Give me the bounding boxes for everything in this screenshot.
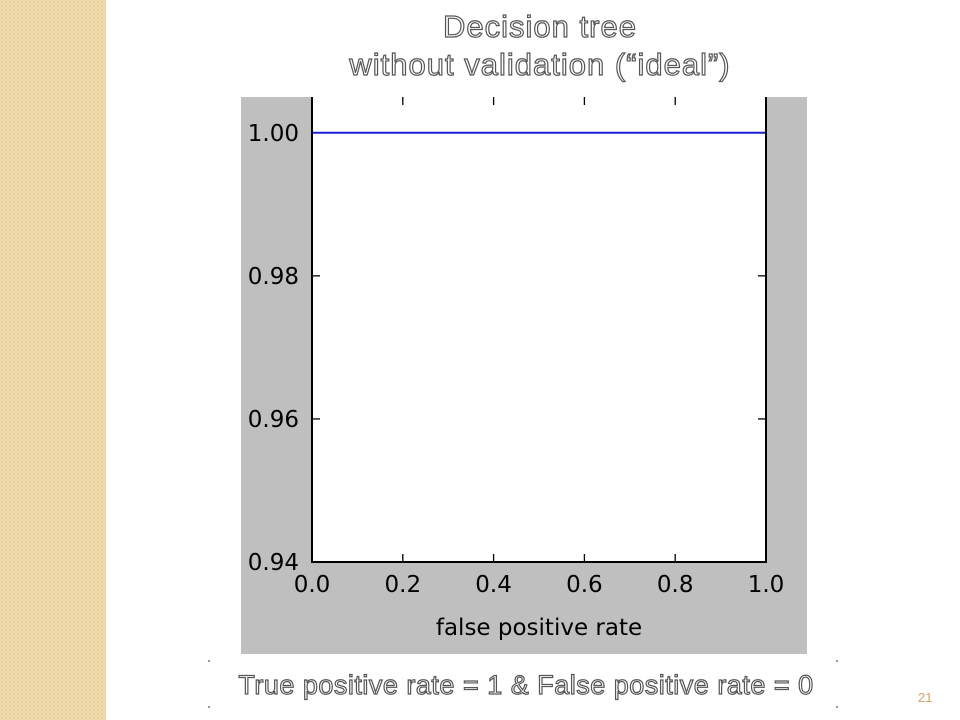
page-number: 21 xyxy=(918,690,933,705)
x-tick-label: 0.8 xyxy=(657,572,694,598)
axes-background xyxy=(312,97,766,562)
text-box-handle xyxy=(208,706,210,708)
x-tick-label: 0.2 xyxy=(385,572,422,598)
slide-caption: True positive rate = 1 & False positive … xyxy=(238,669,814,700)
x-tick-label: 0.4 xyxy=(475,572,512,598)
text-box-handle xyxy=(836,660,838,662)
y-tick-label: 0.94 xyxy=(248,550,299,576)
decorative-left-band xyxy=(0,0,106,720)
text-box-handle xyxy=(836,706,838,708)
x-axis-label: false positive rate xyxy=(436,615,642,641)
text-box-handle xyxy=(208,660,210,662)
y-tick-label: 0.96 xyxy=(248,407,299,433)
roc-chart-svg: 0.0 0.2 0.4 0.6 0.8 1.0 1.00 0.98 0.96 0.94 false… xyxy=(241,94,807,654)
x-tick-label: 0.0 xyxy=(294,572,331,598)
y-tick-label: 1.00 xyxy=(248,121,299,147)
roc-chart: 0.0 0.2 0.4 0.6 0.8 1.0 1.00 0.98 0.96 0.94 false… xyxy=(241,94,807,654)
x-tick-label: 0.6 xyxy=(566,572,603,598)
x-tick-label: 1.0 xyxy=(748,572,785,598)
y-tick-label: 0.98 xyxy=(248,264,299,290)
slide-title-line-1: Decision tree xyxy=(442,8,637,44)
slide-title: Decision tree without validation (“ideal… xyxy=(240,8,840,84)
slide-title-line-2: without validation (“ideal”) xyxy=(349,46,731,82)
